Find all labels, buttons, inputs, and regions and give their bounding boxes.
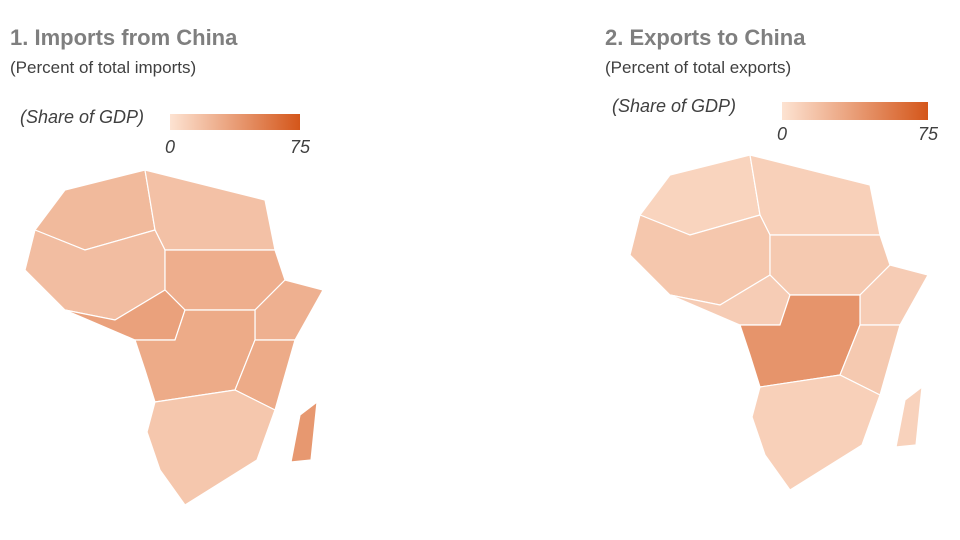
map-subtitle: (Percent of total exports): [605, 58, 791, 77]
legend-min: 0: [777, 124, 787, 144]
country-region: [146, 389, 276, 506]
legend-bar: [782, 102, 928, 120]
map-subtitle: (Percent of total imports): [10, 58, 196, 77]
country-region: [290, 400, 318, 463]
country-region: [895, 385, 923, 448]
map-title: 2. Exports to China: [605, 25, 806, 50]
legend-label: (Share of GDP): [20, 107, 144, 127]
legend-bar: [170, 114, 300, 130]
legend-max: 75: [290, 137, 311, 157]
country-region: [144, 169, 276, 251]
country-region: [751, 374, 881, 491]
legend-min: 0: [165, 137, 175, 157]
map-title: 1. Imports from China: [10, 25, 238, 50]
legend-label: (Share of GDP): [612, 96, 736, 116]
legend-max: 75: [918, 124, 939, 144]
country-region: [749, 154, 881, 236]
